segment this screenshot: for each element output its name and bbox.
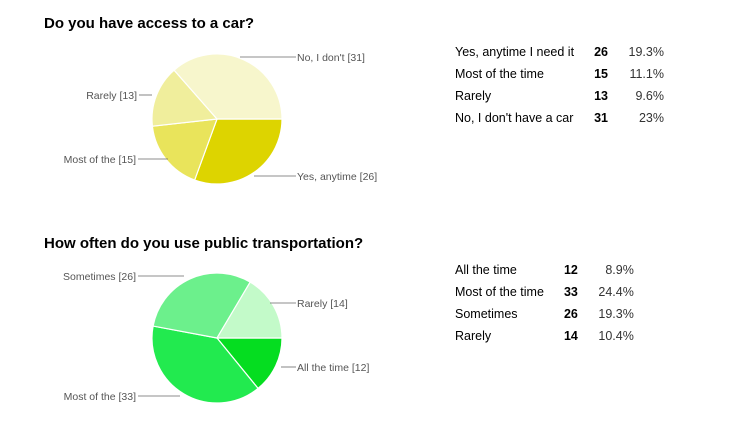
answer-percent: 24.4% bbox=[590, 281, 634, 303]
summary-row: Most of the time 33 24.4% bbox=[455, 281, 634, 303]
answer-count: 14 bbox=[564, 325, 590, 347]
car-access-summary-table: Yes, anytime I need it 26 19.3% Most of the… bbox=[455, 41, 664, 129]
answer-label: No, I don't have a car bbox=[455, 107, 594, 129]
answer-label: Rarely bbox=[455, 85, 594, 107]
summary-row: Rarely 14 10.4% bbox=[455, 325, 634, 347]
summary-row: No, I don't have a car 31 23% bbox=[455, 107, 664, 129]
car-access-section: Do you have access to a car? Yes, anytim… bbox=[0, 0, 744, 216]
slice-label: No, I don't [31] bbox=[297, 52, 365, 64]
summary-row: Yes, anytime I need it 26 19.3% bbox=[455, 41, 664, 63]
slice-label: Sometimes [26] bbox=[63, 271, 136, 283]
answer-percent: 23% bbox=[620, 107, 664, 129]
answer-percent: 11.1% bbox=[620, 63, 664, 85]
answer-percent: 19.3% bbox=[590, 303, 634, 325]
slice-label: Most of the [33] bbox=[64, 391, 136, 403]
summary-row: All the time 12 8.9% bbox=[455, 259, 634, 281]
answer-percent: 10.4% bbox=[590, 325, 634, 347]
slice-label: Rarely [14] bbox=[297, 298, 348, 310]
answer-label: Most of the time bbox=[455, 63, 594, 85]
answer-percent: 19.3% bbox=[620, 41, 664, 63]
slice-label: All the time [12] bbox=[297, 362, 369, 374]
answer-count: 13 bbox=[594, 85, 620, 107]
answer-count: 26 bbox=[564, 303, 590, 325]
summary-row: Most of the time 15 11.1% bbox=[455, 63, 664, 85]
public-transport-summary-table: All the time 12 8.9% Most of the time 33 24.4… bbox=[455, 259, 634, 347]
answer-label: Rarely bbox=[455, 325, 564, 347]
summary-row: Sometimes 26 19.3% bbox=[455, 303, 634, 325]
answer-count: 31 bbox=[594, 107, 620, 129]
summary-row: Rarely 13 9.6% bbox=[455, 85, 664, 107]
slice-label: Most of the [15] bbox=[64, 154, 136, 166]
answer-percent: 9.6% bbox=[620, 85, 664, 107]
answer-count: 12 bbox=[564, 259, 590, 281]
slice-label: Rarely [13] bbox=[86, 90, 137, 102]
answer-label: Most of the time bbox=[455, 281, 564, 303]
answer-count: 33 bbox=[564, 281, 590, 303]
answer-count: 26 bbox=[594, 41, 620, 63]
answer-label: Sometimes bbox=[455, 303, 564, 325]
slice-label: Yes, anytime [26] bbox=[297, 171, 377, 183]
answer-count: 15 bbox=[594, 63, 620, 85]
answer-percent: 8.9% bbox=[590, 259, 634, 281]
answer-label: All the time bbox=[455, 259, 564, 281]
public-transport-section: How often do you use public transportati… bbox=[0, 216, 744, 432]
answer-label: Yes, anytime I need it bbox=[455, 41, 594, 63]
